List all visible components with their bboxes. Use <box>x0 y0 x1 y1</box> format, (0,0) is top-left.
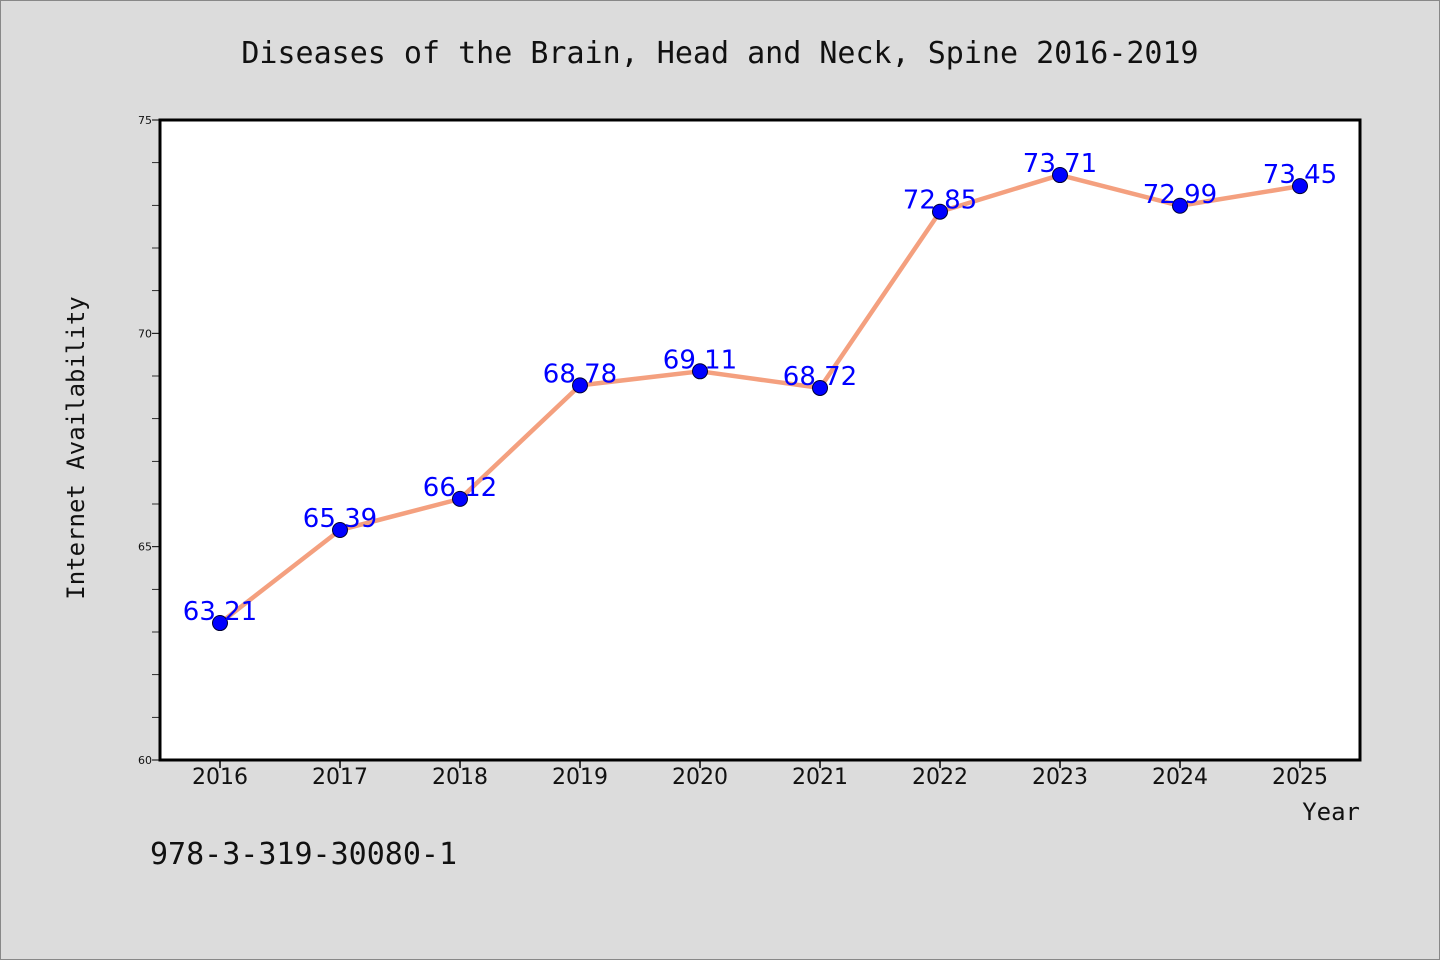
x-tick-label: 2017 <box>312 765 368 790</box>
data-point <box>1052 167 1068 184</box>
data-point <box>212 615 228 632</box>
y-tick-label: 70 <box>138 327 152 340</box>
data-point <box>692 363 708 380</box>
data-point <box>932 203 948 220</box>
data-point <box>452 490 468 507</box>
data-label: 68.72 <box>783 362 857 392</box>
series-line <box>218 172 1301 625</box>
y-axis-label: Internet Availability <box>62 296 90 599</box>
x-tick-label: 2020 <box>672 765 728 790</box>
data-label: 73.45 <box>1263 160 1337 190</box>
x-tick-label: 2018 <box>432 765 488 790</box>
x-tick-label: 2022 <box>912 765 968 790</box>
footnote-isbn: 978-3-319-30080-1 <box>150 837 457 872</box>
plot-border <box>158 118 1362 762</box>
data-label: 72.99 <box>1143 180 1217 210</box>
data-point <box>332 522 348 539</box>
plot-area <box>160 120 1360 760</box>
x-tick-label: 2019 <box>552 765 608 790</box>
data-point <box>1292 178 1308 195</box>
data-point <box>812 379 828 396</box>
y-tick-label: 65 <box>138 541 152 554</box>
x-axis-label: Year <box>1302 798 1360 826</box>
x-tick-label: 2016 <box>192 765 248 790</box>
data-label: 63.21 <box>183 597 257 627</box>
chart-title: Diseases of the Brain, Head and Neck, Sp… <box>241 36 1198 71</box>
data-label: 66.12 <box>423 473 497 503</box>
x-tick-label: 2021 <box>792 765 848 790</box>
x-tick-label: 2025 <box>1272 765 1328 790</box>
data-label: 72.85 <box>903 186 977 216</box>
data-point <box>572 377 588 394</box>
data-label: 68.78 <box>543 359 617 389</box>
x-tick-label: 2024 <box>1152 765 1208 790</box>
x-tick-label: 2023 <box>1032 765 1088 790</box>
y-tick-label: 60 <box>138 754 152 767</box>
data-label: 65.39 <box>303 504 377 534</box>
data-label: 69.11 <box>663 345 737 375</box>
series-layer: 63.21 65.39 66.12 68.78 69.11 68.72 72.85 73.71… <box>183 149 1337 632</box>
axis-ticks: 2016 2017 2018 2019 2020 2021 2022 2023 2024 2025… <box>138 114 1328 790</box>
data-label: 73.71 <box>1023 149 1097 179</box>
data-point <box>1172 197 1188 214</box>
y-tick-label: 75 <box>138 114 152 127</box>
